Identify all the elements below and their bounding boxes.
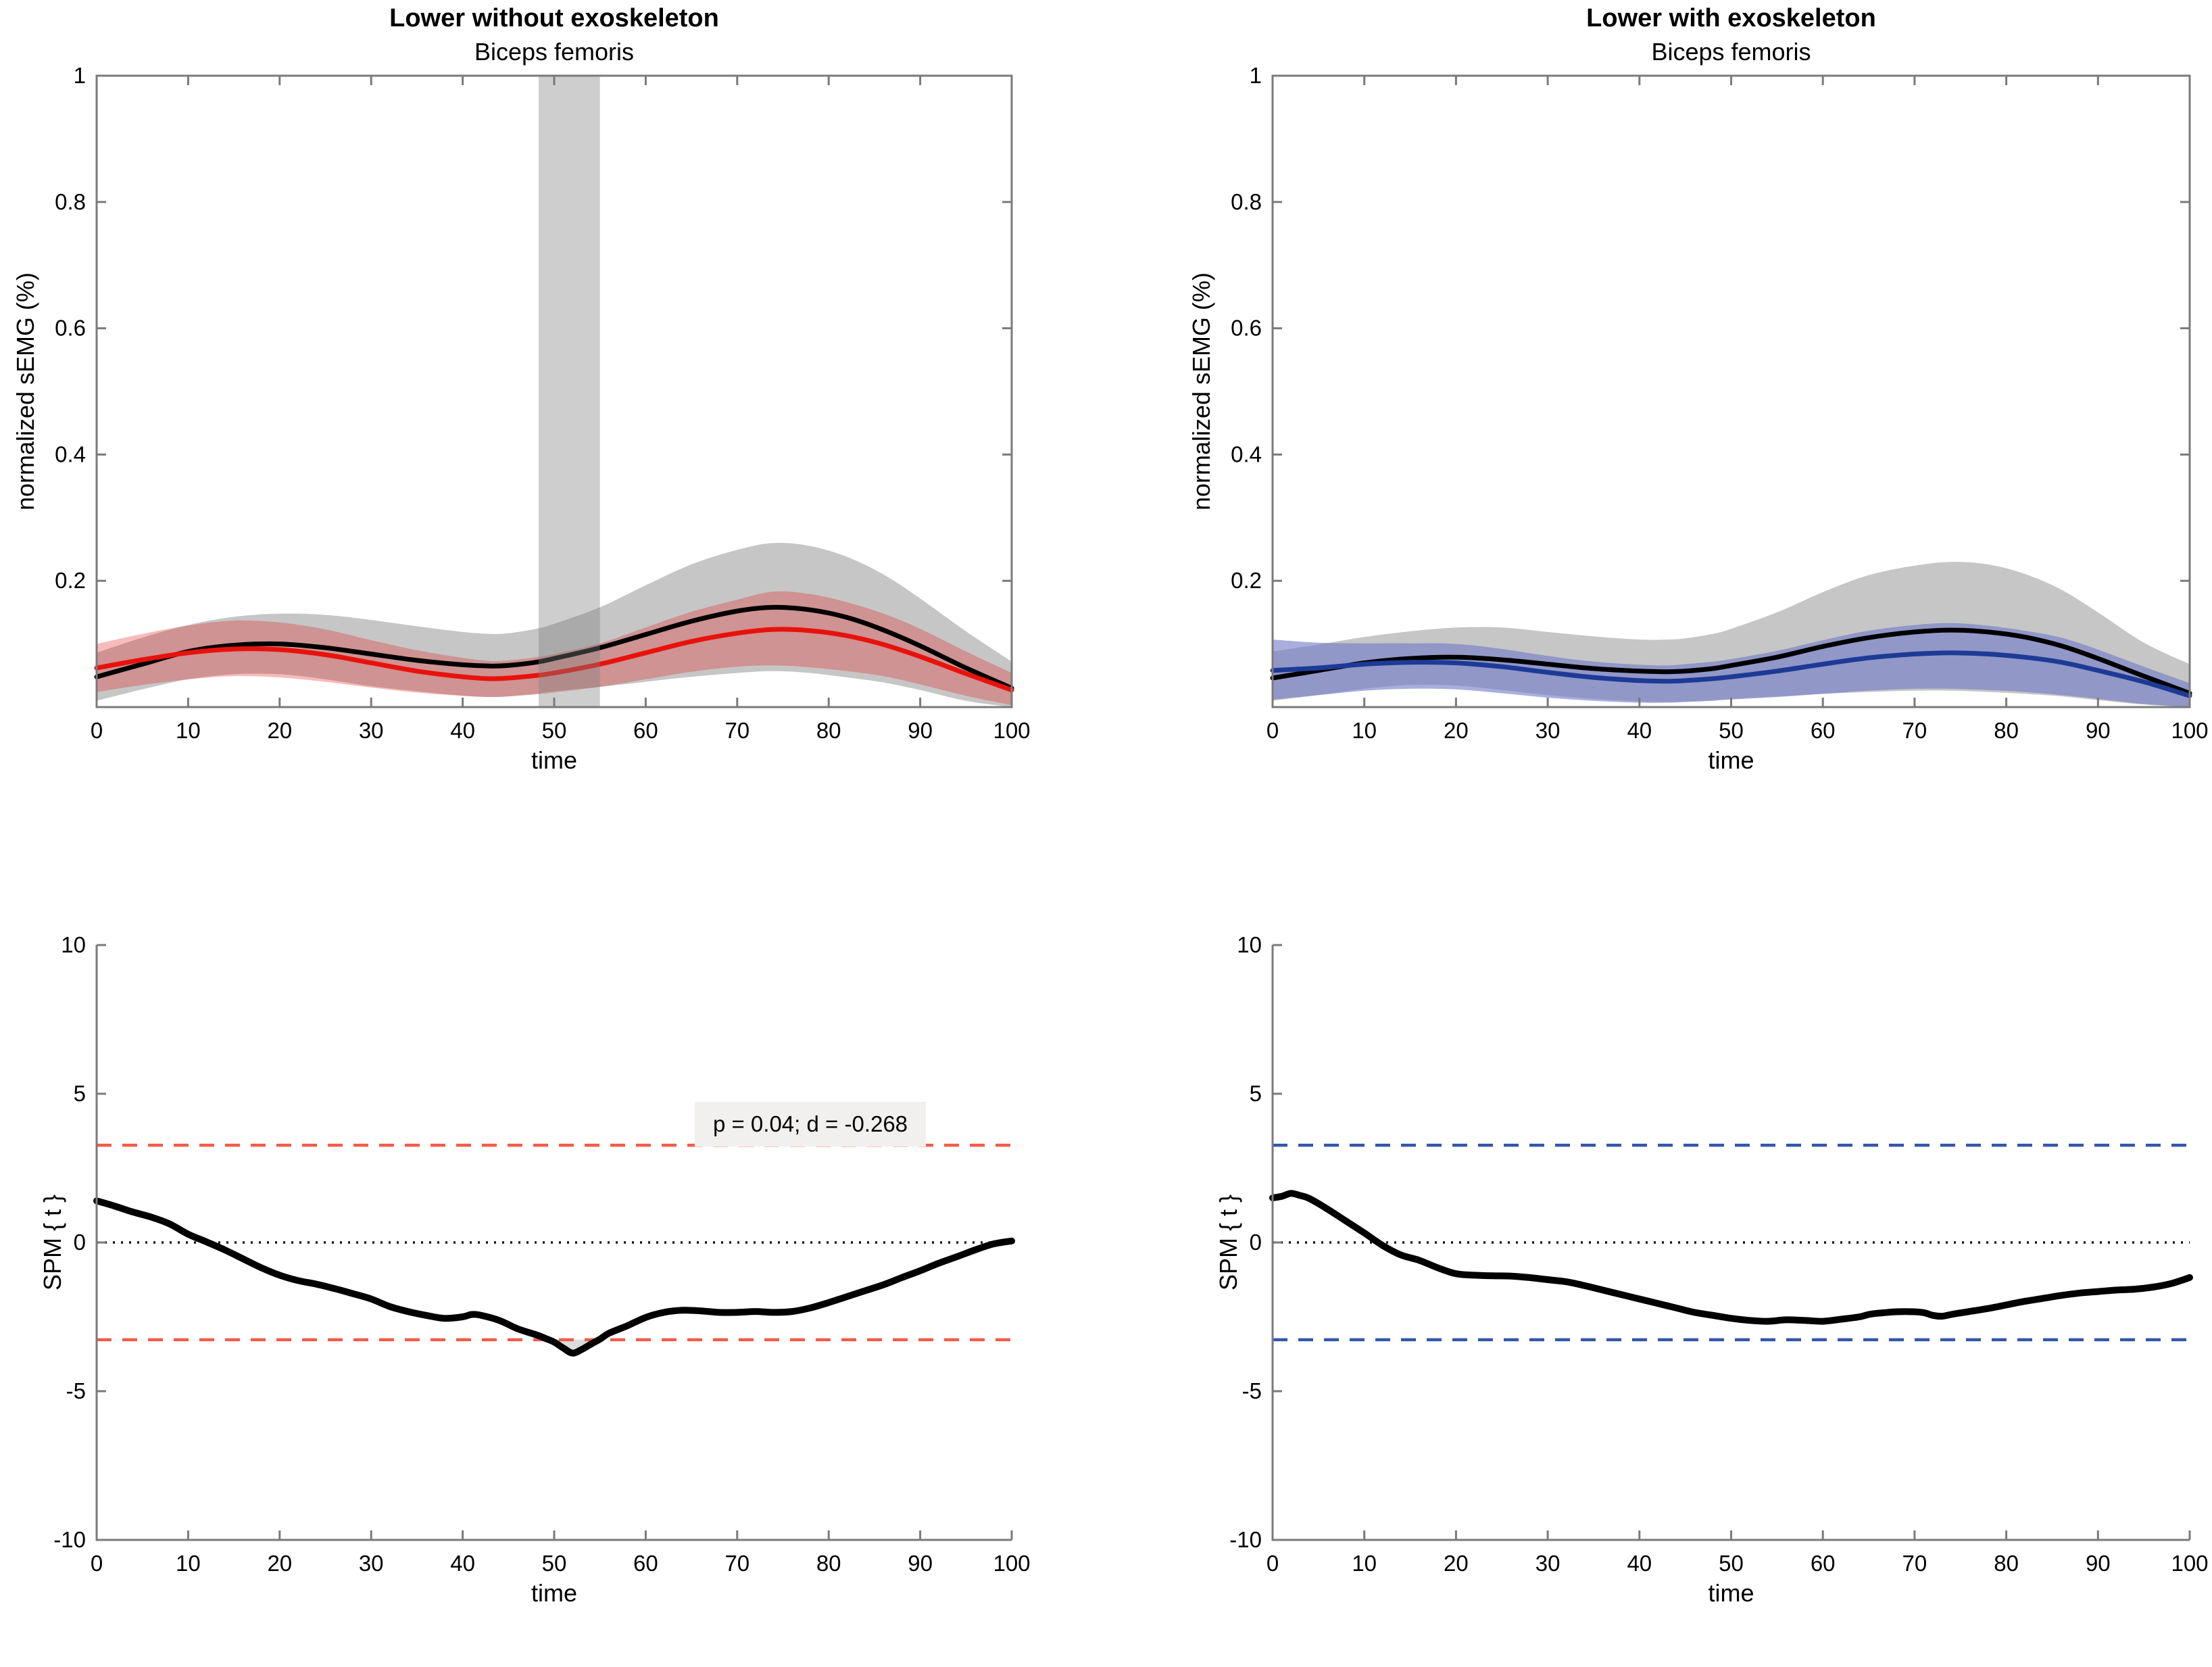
- x-tick-label: 60: [1811, 1551, 1836, 1576]
- y-tick-label: -5: [1242, 1378, 1262, 1403]
- x-tick-label: 20: [1444, 1551, 1469, 1576]
- y-tick-label: 0.4: [55, 441, 86, 466]
- x-tick-label: 40: [450, 1551, 475, 1576]
- x-tick-label: 0: [1267, 1551, 1279, 1576]
- y-tick-label: 0.6: [55, 316, 86, 341]
- x-tick-label: 10: [176, 718, 201, 743]
- y-tick-label: -10: [53, 1527, 86, 1552]
- bottom-right-xaxis-label: time: [1708, 1579, 1754, 1607]
- x-tick-label: 70: [1902, 718, 1927, 743]
- mean-black-curve: [94, 604, 1014, 691]
- x-tick-label: 100: [2171, 718, 2208, 743]
- x-tick-label: 60: [633, 1551, 658, 1576]
- y-tick-label: -5: [66, 1378, 86, 1403]
- y-tick-label: 0.2: [55, 568, 86, 593]
- x-tick-label: 10: [176, 1551, 201, 1576]
- x-tick-label: 0: [91, 1551, 103, 1576]
- x-tick-label: 40: [450, 718, 475, 743]
- top-left-title: Lower without exoskeleton: [389, 4, 719, 32]
- x-tick-label: 90: [908, 1551, 933, 1576]
- y-tick-label: 0: [1250, 1230, 1262, 1255]
- y-tick-label: 10: [1237, 932, 1262, 957]
- x-tick-label: 20: [267, 718, 292, 743]
- x-tick-label: 50: [1719, 1551, 1744, 1576]
- spm-stats-annotation: p = 0.04; d = -0.268: [695, 1102, 926, 1146]
- y-tick-label: 5: [1250, 1081, 1262, 1106]
- x-tick-label: 90: [908, 718, 933, 743]
- spm-t-curve: [1269, 1190, 2193, 1325]
- x-tick-label: 80: [1994, 1551, 2019, 1576]
- x-tick-label: 60: [633, 718, 658, 743]
- y-tick-label: 1: [1250, 63, 1262, 88]
- x-tick-label: 70: [724, 718, 749, 743]
- x-tick-label: 80: [816, 718, 841, 743]
- x-tick-label: 30: [1535, 718, 1560, 743]
- top-left-yaxis-label: normalized sEMG (%): [11, 272, 39, 511]
- mean-red-curve: [94, 627, 1014, 693]
- bottom-right-yaxis-label: SPM { t }: [1214, 1194, 1242, 1291]
- x-tick-label: 10: [1352, 718, 1377, 743]
- x-tick-label: 10: [1352, 1551, 1377, 1576]
- y-tick-label: 0.2: [1231, 568, 1262, 593]
- x-tick-label: 80: [1994, 718, 2019, 743]
- y-tick-label: 0.6: [1231, 316, 1262, 341]
- sd-band: [97, 591, 1012, 706]
- y-tick-label: 1: [74, 63, 86, 88]
- y-tick-label: 0.8: [1231, 189, 1262, 214]
- bottom-left-yaxis-label: SPM { t }: [39, 1194, 66, 1291]
- x-tick-label: 40: [1627, 1551, 1652, 1576]
- mean-black-curve: [1270, 627, 2192, 696]
- x-tick-label: 50: [542, 718, 567, 743]
- sd-band: [97, 542, 1012, 707]
- mean-blue-curve: [1270, 650, 2192, 698]
- x-tick-label: 0: [91, 718, 103, 743]
- y-tick-label: 0: [74, 1230, 86, 1255]
- top-left-xaxis-label: time: [531, 746, 577, 774]
- top-right-xaxis-label: time: [1708, 746, 1754, 774]
- x-tick-label: 100: [2171, 1551, 2208, 1576]
- y-tick-label: 5: [74, 1081, 86, 1106]
- top-right-subtitle: Biceps femoris: [1651, 38, 1811, 66]
- top-right-yaxis-label: normalized sEMG (%): [1187, 272, 1215, 511]
- spm-t-curve: [93, 1197, 1015, 1357]
- y-tick-label: 10: [61, 932, 86, 957]
- top-right-title: Lower with exoskeleton: [1586, 4, 1876, 32]
- y-tick-label: 0.4: [1231, 441, 1262, 466]
- panel-top-right-plot: 0 10 20 30 40 50 60 70 80 90 100 0.2 0.4 0.6 0.8 1: [1231, 63, 2208, 743]
- x-tick-label: 0: [1267, 718, 1279, 743]
- bottom-left-xaxis-label: time: [531, 1579, 577, 1607]
- x-tick-label: 100: [993, 1551, 1030, 1576]
- y-tick-label: 0.8: [55, 189, 86, 214]
- x-tick-label: 20: [267, 1551, 292, 1576]
- x-tick-label: 30: [1535, 1551, 1560, 1576]
- x-tick-label: 80: [816, 1551, 841, 1576]
- x-tick-label: 30: [359, 1551, 384, 1576]
- top-left-subtitle: Biceps femoris: [474, 38, 635, 66]
- axes-spines: [95, 945, 1012, 1541]
- x-tick-label: 70: [1902, 1551, 1927, 1576]
- x-tick-label: 50: [1719, 718, 1744, 743]
- x-tick-label: 60: [1811, 718, 1836, 743]
- x-tick-label: 40: [1627, 718, 1652, 743]
- x-tick-label: 90: [2086, 1551, 2111, 1576]
- x-tick-label: 30: [359, 718, 384, 743]
- x-tick-label: 50: [542, 1551, 567, 1576]
- panel-top-left-plot: 0 10 20 30 40 50 60 70 80 90 100 0.2 0.4 0.6 0.8 1: [55, 63, 1030, 743]
- x-tick-label: 70: [724, 1551, 749, 1576]
- y-tick-label: -10: [1229, 1527, 1262, 1552]
- significance-region: [538, 76, 600, 707]
- x-tick-label: 20: [1444, 718, 1469, 743]
- x-tick-label: 100: [993, 718, 1030, 743]
- x-tick-label: 90: [2086, 718, 2111, 743]
